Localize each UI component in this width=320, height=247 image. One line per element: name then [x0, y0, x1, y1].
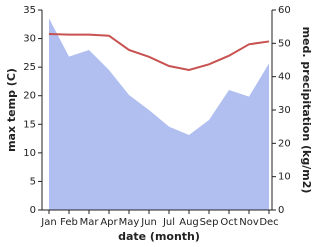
temp-line: [48, 33, 270, 72]
y2-tick-label: 30: [278, 105, 291, 116]
y2-tick-label: 20: [278, 138, 291, 149]
y2-tick-label: 0: [278, 205, 284, 216]
y-tick-label: 15: [23, 119, 36, 130]
y-tick-label: 25: [23, 62, 36, 73]
x-tick-label: May: [119, 217, 140, 228]
x-tick-label: Dec: [259, 217, 278, 228]
y2-tick-label: 60: [278, 5, 291, 16]
y2-axis-title: med. precipitation (kg/m2): [300, 27, 313, 194]
y-tick-label: 35: [23, 5, 36, 16]
x-tick-label: Aug: [179, 217, 199, 228]
x-tick-label: Jun: [140, 217, 157, 228]
x-tick-label: Feb: [60, 217, 78, 228]
y-tick-label: 0: [30, 205, 36, 216]
x-tick-label: Oct: [220, 217, 237, 228]
precipitation-area: [49, 18, 269, 211]
x-axis-title: date (month): [118, 230, 200, 243]
y2-tick-label: 50: [278, 38, 291, 49]
x-tick-label: Nov: [239, 217, 259, 228]
x-tick-label: Apr: [100, 217, 118, 228]
y-tick-label: 30: [23, 34, 36, 45]
x-tick-label: Jul: [162, 217, 175, 228]
y-axis-title: max temp (C): [5, 68, 18, 152]
x-tick-label: Jan: [40, 217, 56, 228]
x-tick-label: Sep: [200, 217, 219, 228]
y-tick-label: 5: [30, 176, 36, 187]
y-tick-label: 20: [23, 91, 36, 102]
y2-tick-label: 40: [278, 72, 291, 83]
y2-tick-label: 10: [278, 172, 291, 183]
x-tick-label: Mar: [80, 217, 100, 228]
y-tick-label: 10: [23, 148, 36, 159]
